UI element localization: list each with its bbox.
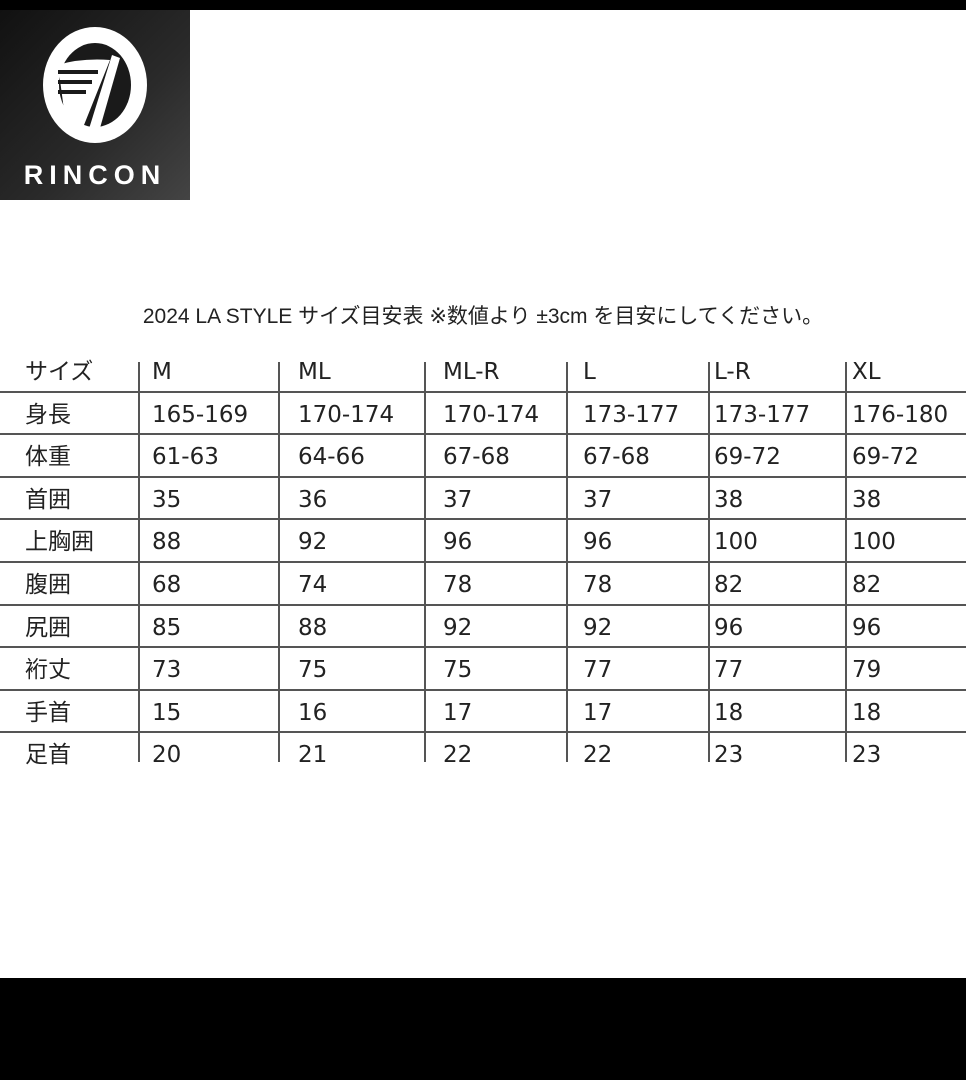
row-label: 身長 xyxy=(25,401,71,428)
table-cell: 37 xyxy=(583,486,613,513)
table-row: 手首 15 16 17 17 18 18 xyxy=(0,691,966,734)
table-cell: 38 xyxy=(852,486,882,513)
row-label: 裄丈 xyxy=(25,657,71,684)
top-black-bar xyxy=(0,0,966,10)
table-cell: 88 xyxy=(298,614,328,641)
table-row: 腹囲 68 74 78 78 82 82 xyxy=(0,563,966,606)
table-cell: 38 xyxy=(714,486,744,513)
table-cell: 75 xyxy=(298,657,328,684)
header-cell: L-R xyxy=(714,359,751,385)
table-cell: 74 xyxy=(298,571,328,598)
table-cell: 20 xyxy=(152,742,182,769)
column-divider xyxy=(708,362,710,762)
rincon-logo: RINCON xyxy=(0,10,190,200)
row-label: 腹囲 xyxy=(25,571,71,598)
table-row: 裄丈 73 75 75 77 77 79 xyxy=(0,648,966,691)
table-cell: 173-177 xyxy=(714,401,811,428)
chart-title: 2024 LA STYLE サイズ目安表 ※数値より ±3cm を目安にしてくだ… xyxy=(142,305,824,328)
table-cell: 78 xyxy=(443,571,473,598)
table-cell: 75 xyxy=(443,657,473,684)
table-cell: 61-63 xyxy=(152,444,219,471)
table-cell: 22 xyxy=(583,742,613,769)
table-cell: 96 xyxy=(583,529,613,556)
header-cell: ML xyxy=(298,359,331,385)
table-cell: 82 xyxy=(852,571,882,598)
bottom-black-bar xyxy=(0,978,966,1080)
column-divider xyxy=(424,362,426,762)
table-cell: 69-72 xyxy=(714,444,781,471)
table-cell: 67-68 xyxy=(583,444,650,471)
table-cell: 78 xyxy=(583,571,613,598)
table-cell: 67-68 xyxy=(443,444,510,471)
table-cell: 173-177 xyxy=(583,401,680,428)
table-header-row: サイズ M ML ML-R L L-R XL xyxy=(0,350,966,393)
table-cell: 68 xyxy=(152,571,182,598)
table-cell: 17 xyxy=(443,699,473,726)
table-cell: 82 xyxy=(714,571,744,598)
table-cell: 96 xyxy=(852,614,882,641)
table-cell: 15 xyxy=(152,699,182,726)
row-label: 体重 xyxy=(25,444,71,471)
table-cell: 96 xyxy=(443,529,473,556)
table-cell: 69-72 xyxy=(852,444,919,471)
logo-mark-icon xyxy=(43,27,147,143)
row-label: 上胸囲 xyxy=(25,529,94,556)
row-label: 足首 xyxy=(25,742,71,769)
table-cell: 18 xyxy=(714,699,744,726)
header-cell: サイズ xyxy=(25,359,94,385)
table-row: 首囲 35 36 37 37 38 38 xyxy=(0,478,966,521)
column-divider xyxy=(138,362,140,762)
table-cell: 100 xyxy=(714,529,758,556)
table-cell: 64-66 xyxy=(298,444,365,471)
table-cell: 77 xyxy=(583,657,613,684)
table-cell: 21 xyxy=(298,742,328,769)
table-cell: 85 xyxy=(152,614,182,641)
table-cell: 170-174 xyxy=(298,401,395,428)
table-row: 体重 61-63 64-66 67-68 67-68 69-72 69-72 xyxy=(0,435,966,478)
table-cell: 17 xyxy=(583,699,613,726)
size-table: サイズ M ML ML-R L L-R XL 身長 165-169 170-174 170-174 1… xyxy=(0,350,966,773)
header-cell: M xyxy=(152,359,172,385)
table-cell: 23 xyxy=(714,742,744,769)
column-divider xyxy=(566,362,568,762)
table-cell: 18 xyxy=(852,699,882,726)
table-cell: 88 xyxy=(152,529,182,556)
table-cell: 165-169 xyxy=(152,401,249,428)
row-label: 尻囲 xyxy=(25,614,71,641)
table-cell: 77 xyxy=(714,657,744,684)
header-cell: XL xyxy=(852,359,881,385)
table-cell: 35 xyxy=(152,486,182,513)
table-cell: 73 xyxy=(152,657,182,684)
header-cell: L xyxy=(583,359,596,385)
table-cell: 92 xyxy=(443,614,473,641)
table-cell: 22 xyxy=(443,742,473,769)
table-cell: 36 xyxy=(298,486,328,513)
row-label: 手首 xyxy=(25,699,71,726)
table-cell: 100 xyxy=(852,529,896,556)
table-cell: 37 xyxy=(443,486,473,513)
table-cell: 79 xyxy=(852,657,882,684)
column-divider xyxy=(278,362,280,762)
table-cell: 96 xyxy=(714,614,744,641)
table-cell: 16 xyxy=(298,699,328,726)
table-cell: 92 xyxy=(583,614,613,641)
table-row: 足首 20 21 22 22 23 23 xyxy=(0,733,966,773)
table-cell: 23 xyxy=(852,742,882,769)
header-cell: ML-R xyxy=(443,359,500,385)
column-divider xyxy=(845,362,847,762)
table-row: 身長 165-169 170-174 170-174 173-177 173-177 176… xyxy=(0,393,966,436)
table-row: 尻囲 85 88 92 92 96 96 xyxy=(0,606,966,649)
table-cell: 170-174 xyxy=(443,401,540,428)
logo-wordmark: RINCON xyxy=(23,160,167,190)
table-cell: 92 xyxy=(298,529,328,556)
table-cell: 176-180 xyxy=(852,401,949,428)
row-label: 首囲 xyxy=(25,486,71,513)
table-row: 上胸囲 88 92 96 96 100 100 xyxy=(0,520,966,563)
